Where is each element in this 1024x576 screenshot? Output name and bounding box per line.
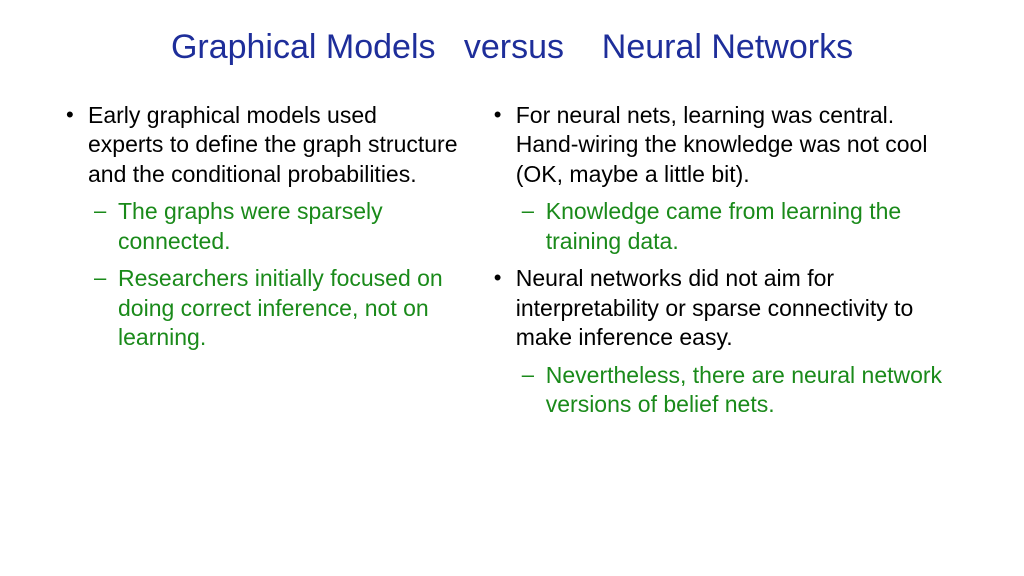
sub-list: The graphs were sparsely connected. Rese… xyxy=(88,197,458,352)
left-list: Early graphical models used experts to d… xyxy=(60,101,458,353)
list-item: Early graphical models used experts to d… xyxy=(60,101,458,353)
sub-item: Researchers initially focused on doing c… xyxy=(88,264,458,352)
sub-item: Knowledge came from learning the trainin… xyxy=(516,197,958,256)
sub-item: Nevertheless, there are neural network v… xyxy=(516,361,958,420)
bullet-text: For neural nets, learning was central. H… xyxy=(516,102,928,187)
bullet-text: Neural networks did not aim for interpre… xyxy=(516,265,914,350)
right-list: For neural nets, learning was central. H… xyxy=(488,101,958,419)
sub-list: Knowledge came from learning the trainin… xyxy=(516,197,958,256)
slide-title: Graphical Models versus Neural Networks xyxy=(60,28,964,67)
columns: Early graphical models used experts to d… xyxy=(60,101,964,427)
left-column: Early graphical models used experts to d… xyxy=(60,101,458,427)
list-item: For neural nets, learning was central. H… xyxy=(488,101,958,256)
right-column: For neural nets, learning was central. H… xyxy=(488,101,958,427)
sub-item: The graphs were sparsely connected. xyxy=(88,197,458,256)
bullet-text: Early graphical models used experts to d… xyxy=(88,102,458,187)
list-item: Neural networks did not aim for interpre… xyxy=(488,264,958,419)
slide: Graphical Models versus Neural Networks … xyxy=(0,0,1024,576)
sub-list: Nevertheless, there are neural network v… xyxy=(516,361,958,420)
